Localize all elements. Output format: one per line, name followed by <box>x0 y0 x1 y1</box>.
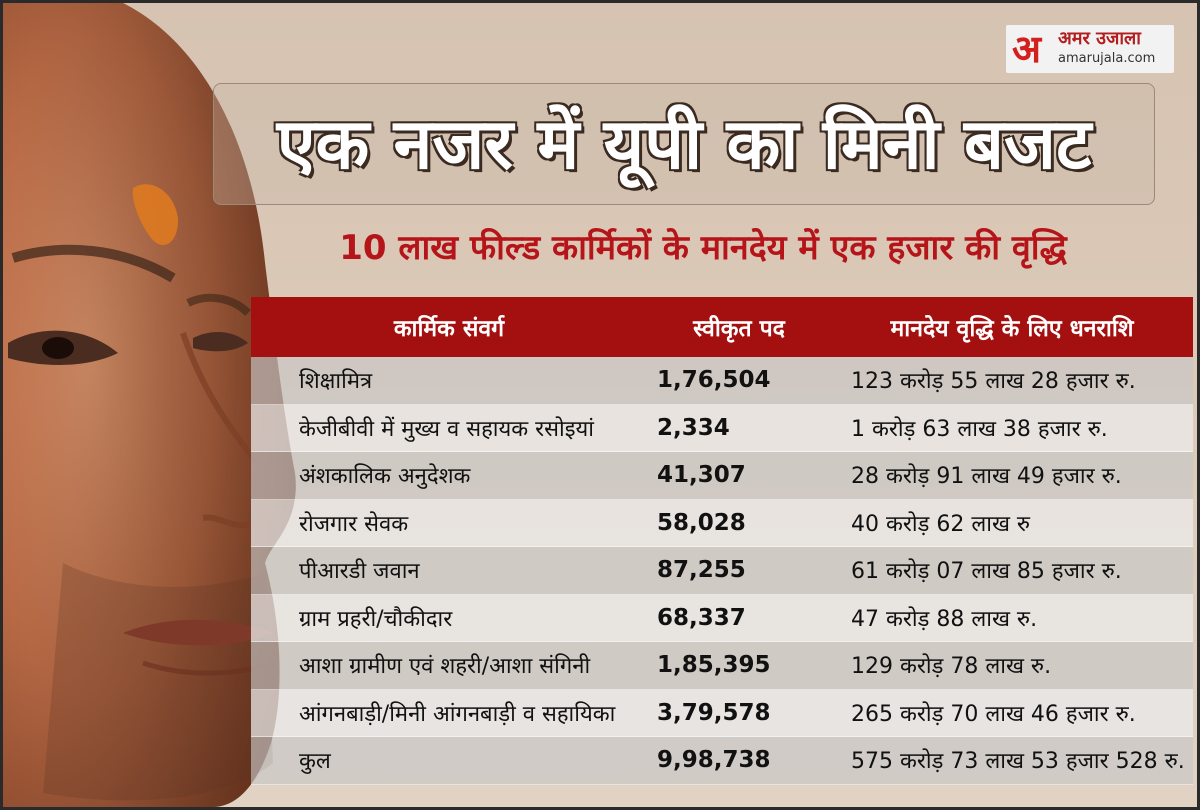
table-row: पीआरडी जवान 87,255 61 करोड़ 07 लाख 85 हज… <box>251 547 1193 595</box>
logo-name: अमर उजाला <box>1058 28 1141 49</box>
cell-amount: 40 करोड़ 62 लाख रु <box>851 511 1031 537</box>
amarujala-logo: अ अमर उजाला amarujala.com <box>1006 25 1174 73</box>
table-row: आंगनबाड़ी/मिनी आंगनबाड़ी व सहायिका 3,79,… <box>251 689 1193 737</box>
table-row: रोजगार सेवक 58,028 40 करोड़ 62 लाख रु <box>251 499 1193 547</box>
cell-posts: 58,028 <box>657 509 746 536</box>
header-amount: मानदेय वृद्धि के लिए धनराशि <box>890 316 1134 342</box>
cell-cadre: शिक्षामित्र <box>299 369 373 395</box>
cell-cadre: पीआरडी जवान <box>299 559 420 585</box>
cell-posts: 87,255 <box>657 557 746 584</box>
cell-cadre: आंगनबाड़ी/मिनी आंगनबाड़ी व सहायिका <box>299 701 616 727</box>
cell-amount: 1 करोड़ 63 लाख 38 हजार रु. <box>851 416 1108 442</box>
logo-mark: अ <box>1012 27 1042 71</box>
cell-posts: 41,307 <box>657 462 746 489</box>
cell-posts: 3,79,578 <box>657 699 771 726</box>
cell-amount: 123 करोड़ 55 लाख 28 हजार रु. <box>851 369 1136 395</box>
table-row-total: कुल 9,98,738 575 करोड़ 73 लाख 53 हजार 52… <box>251 737 1193 785</box>
cell-cadre: अंशकालिक अनुदेशक <box>299 464 471 490</box>
budget-table: कार्मिक संवर्ग स्वीकृत पद मानदेय वृद्धि … <box>251 297 1193 785</box>
cell-cadre: आशा ग्रामीण एवं शहरी/आशा संगिनी <box>299 654 591 680</box>
table-row: ग्राम प्रहरी/चौकीदार 68,337 47 करोड़ 88 … <box>251 594 1193 642</box>
page-subtitle: 10 लाख फील्ड कार्मिकों के मानदेय में एक … <box>339 228 1067 268</box>
cell-amount-total: 575 करोड़ 73 लाख 53 हजार 528 रु. <box>851 749 1185 775</box>
table-row: आशा ग्रामीण एवं शहरी/आशा संगिनी 1,85,395… <box>251 642 1193 690</box>
cell-posts: 2,334 <box>657 414 730 441</box>
cell-amount: 28 करोड़ 91 लाख 49 हजार रु. <box>851 464 1122 490</box>
table-row: शिक्षामित्र 1,76,504 123 करोड़ 55 लाख 28… <box>251 357 1193 405</box>
header-sanctioned-posts: स्वीकृत पद <box>693 316 785 342</box>
cell-posts-total: 9,98,738 <box>657 747 771 774</box>
cell-amount: 47 करोड़ 88 लाख रु. <box>851 606 1038 632</box>
table-row: अंशकालिक अनुदेशक 41,307 28 करोड़ 91 लाख … <box>251 452 1193 500</box>
page-title: एक नजर में यूपी का मिनी बजट <box>276 103 1092 185</box>
header-cadre: कार्मिक संवर्ग <box>393 316 505 342</box>
table-body: शिक्षामित्र 1,76,504 123 करोड़ 55 लाख 28… <box>251 357 1193 785</box>
cell-posts: 1,76,504 <box>657 367 771 394</box>
cell-cadre: रोजगार सेवक <box>299 511 409 537</box>
cell-cadre: केजीबीवी में मुख्य व सहायक रसोइयां <box>299 416 594 442</box>
cell-amount: 61 करोड़ 07 लाख 85 हजार रु. <box>851 559 1122 585</box>
title-box: एक नजर में यूपी का मिनी बजट <box>213 83 1155 205</box>
logo-url: amarujala.com <box>1058 51 1156 66</box>
cell-cadre-total: कुल <box>299 749 331 775</box>
table-header: कार्मिक संवर्ग स्वीकृत पद मानदेय वृद्धि … <box>251 297 1193 357</box>
cell-amount: 129 करोड़ 78 लाख रु. <box>851 654 1052 680</box>
cell-cadre: ग्राम प्रहरी/चौकीदार <box>299 606 453 632</box>
cell-posts: 1,85,395 <box>657 652 771 679</box>
cell-amount: 265 करोड़ 70 लाख 46 हजार रु. <box>851 701 1136 727</box>
cell-posts: 68,337 <box>657 604 746 631</box>
table-row: केजीबीवी में मुख्य व सहायक रसोइयां 2,334… <box>251 404 1193 452</box>
